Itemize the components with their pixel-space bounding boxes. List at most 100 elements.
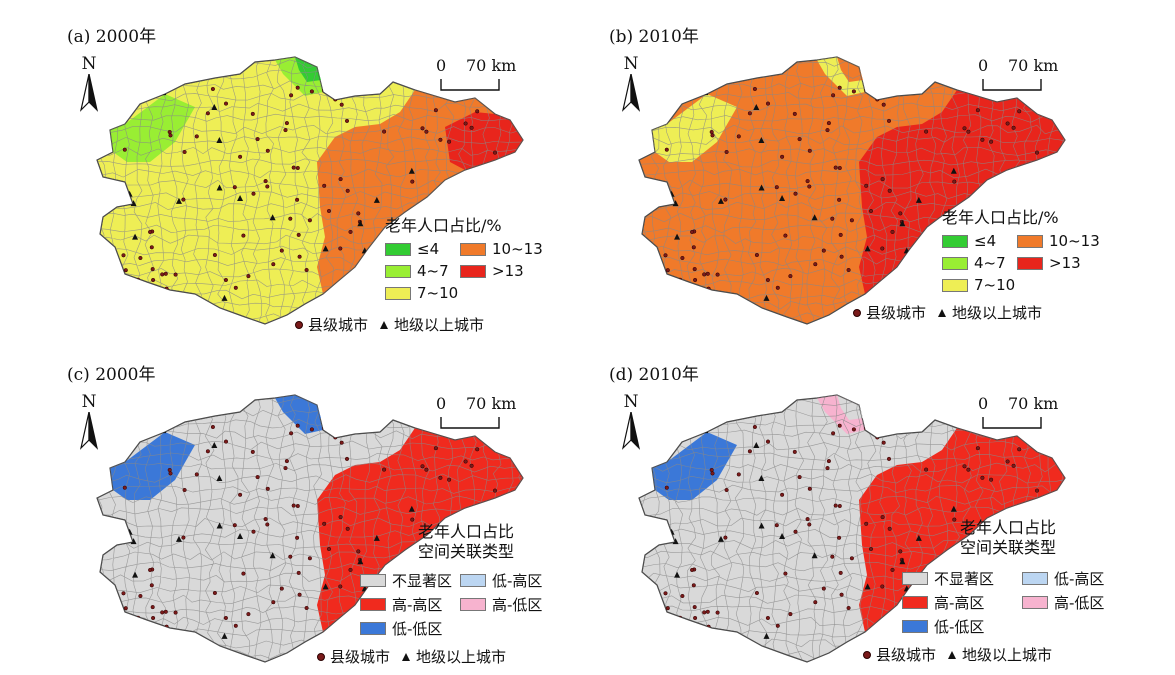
county-city-marker: [953, 550, 958, 555]
county-city-marker: [297, 254, 302, 259]
county-city-marker: [807, 148, 812, 153]
county-city-marker: [887, 526, 892, 531]
county-city-marker: [952, 179, 957, 184]
scale-zero-label: 0: [978, 56, 989, 75]
county-city-marker: [469, 125, 474, 130]
panel-title: (a) 2000年: [67, 27, 157, 47]
county-city-marker: [693, 277, 698, 283]
county-city-marker: [775, 623, 780, 628]
legend-title: 老年人口占比/%: [385, 216, 502, 235]
county-city-marker: [792, 449, 797, 454]
county-city-marker: [697, 629, 703, 634]
north-label: N: [623, 54, 639, 74]
county-city-marker: [839, 254, 844, 259]
county-city-marker: [232, 185, 237, 190]
county-city-marker: [232, 523, 237, 528]
county-city-marker: [151, 615, 156, 621]
prefecture-city-marker: [373, 534, 380, 541]
county-city-marker: [754, 252, 759, 258]
legend-item: 高-高区: [360, 594, 442, 615]
prefecture-city-marker: [211, 104, 218, 111]
prefecture-city-marker: [269, 214, 276, 221]
county-city-marker: [807, 522, 812, 527]
county-city-marker: [454, 630, 459, 635]
county-city-marker: [447, 477, 452, 482]
scale-bar: 0 70 km: [978, 394, 1062, 434]
legend-label: 7~10: [417, 284, 459, 302]
county-city-marker: [880, 515, 885, 520]
scale-distance-label: 70 km: [466, 394, 517, 413]
scale-bar-line: [440, 79, 500, 91]
north-arrow: N: [77, 54, 101, 116]
county-city-marker: [780, 492, 785, 497]
prefecture-city-marker: [899, 558, 906, 565]
county-city-marker: [322, 183, 327, 188]
county-city-label: 县级城市: [330, 648, 391, 666]
county-city-marker: [354, 285, 359, 290]
county-city-marker: [805, 517, 810, 522]
legend-item: >13: [460, 262, 524, 280]
county-city-marker: [693, 615, 698, 621]
county-city-marker: [475, 109, 480, 114]
prefecture-city-triangle-icon: [402, 652, 411, 661]
prefecture-city-marker: [753, 104, 760, 111]
legend-swatch: [1017, 234, 1043, 248]
county-city-marker: [173, 610, 178, 615]
county-city-marker: [887, 188, 892, 193]
prefecture-city-marker: [175, 535, 182, 542]
county-city-marker: [754, 590, 759, 596]
legend-swatch: [460, 598, 486, 611]
legend-swatch: [460, 242, 486, 256]
county-city-marker: [710, 471, 715, 476]
legend-label: >13: [1049, 254, 1081, 272]
prefecture-city-marker: [322, 245, 329, 252]
scale-distance-label: 70 km: [1008, 56, 1059, 75]
county-city-marker: [1021, 249, 1026, 254]
county-city-marker: [271, 600, 276, 605]
county-city-marker: [788, 612, 793, 617]
county-city-marker: [304, 267, 309, 273]
legend-swatch: [942, 278, 968, 292]
county-city-marker: [205, 111, 210, 116]
county-city-marker: [658, 308, 663, 314]
prefecture-city-label: 地级以上城市: [416, 648, 507, 666]
county-city-marker: [665, 268, 670, 273]
prefecture-city-marker: [216, 474, 223, 481]
prefecture-city-label: 地级以上城市: [952, 304, 1043, 322]
north-delta-core: [295, 395, 321, 420]
legend-label: 高-低区: [1054, 594, 1105, 612]
county-city-marker: [447, 139, 452, 144]
county-city-marker: [182, 149, 187, 155]
county-city-marker: [765, 615, 770, 621]
scale-bar: 0 70 km: [978, 56, 1062, 96]
legend-title: 老年人口占比 空间关联类型: [960, 518, 1057, 557]
county-city-marker: [410, 179, 415, 184]
county-city-marker: [709, 129, 714, 135]
county-city-marker: [1033, 106, 1038, 112]
legend-label: 低-高区: [492, 572, 543, 590]
county-city-marker: [664, 147, 669, 152]
prefecture-city-marker: [811, 214, 818, 221]
prefecture-city-marker: [408, 505, 415, 512]
county-city-dot-icon: [317, 652, 325, 661]
county-city-marker: [813, 600, 818, 605]
prefecture-city-marker: [132, 571, 139, 578]
county-city-marker: [752, 424, 757, 430]
county-city-marker: [890, 229, 895, 234]
county-city-marker: [774, 185, 779, 190]
county-city-marker: [338, 584, 343, 589]
county-city-marker: [986, 195, 991, 200]
prefecture-city-marker: [221, 294, 228, 301]
county-city-marker: [898, 296, 903, 301]
province-boundary: [639, 57, 1065, 324]
north-arrow: N: [77, 392, 101, 454]
legend-item: 低-高区: [460, 570, 542, 591]
legend-label: 低-高区: [1054, 570, 1105, 588]
county-city-marker: [699, 81, 705, 86]
map-panel-c: (c) 2000年 N 0 70 km 老年人口占比 空间关联类型 不显著区 低…: [55, 350, 595, 670]
county-city-marker: [304, 605, 309, 611]
county-city-label: 县级城市: [308, 316, 369, 334]
county-city-marker: [296, 570, 301, 575]
legend-label: 7~10: [974, 276, 1016, 294]
county-city-marker: [326, 546, 332, 552]
